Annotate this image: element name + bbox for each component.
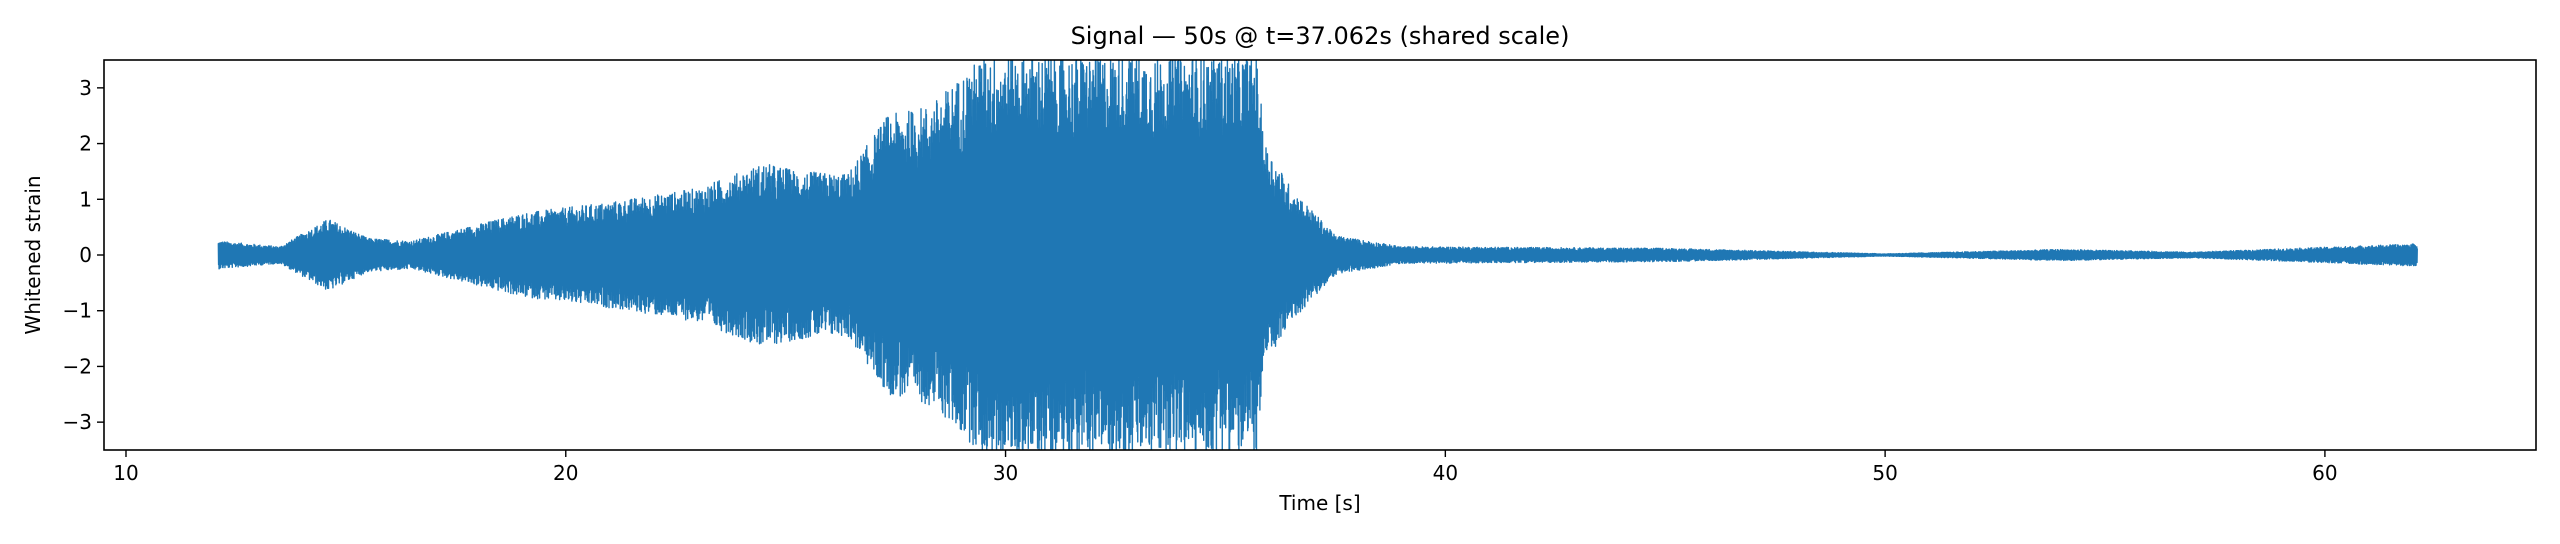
y-tick-label: 3 <box>79 76 92 100</box>
x-tick-label: 10 <box>113 461 138 485</box>
plot-area <box>217 60 2418 450</box>
x-tick-label: 40 <box>1433 461 1458 485</box>
y-axis-label: Whitened strain <box>21 175 45 334</box>
chart-title: Signal — 50s @ t=37.062s (shared scale) <box>1071 22 1570 50</box>
x-tick-label: 50 <box>1872 461 1897 485</box>
y-tick-label: −3 <box>63 410 92 434</box>
x-tick-label: 30 <box>993 461 1018 485</box>
y-tick-label: 2 <box>79 132 92 156</box>
signal-series-line <box>217 60 2418 450</box>
x-axis: 10 20 30 40 50 60 <box>113 450 2338 485</box>
y-tick-label: −1 <box>63 299 92 323</box>
x-tick-label: 60 <box>2312 461 2337 485</box>
y-tick-label: 0 <box>79 243 92 267</box>
y-tick-label: −2 <box>63 354 92 378</box>
y-tick-label: 1 <box>79 187 92 211</box>
x-axis-label: Time [s] <box>1278 491 1360 515</box>
y-axis: −3 −2 −1 0 1 2 3 <box>63 76 104 434</box>
x-tick-label: 20 <box>553 461 578 485</box>
